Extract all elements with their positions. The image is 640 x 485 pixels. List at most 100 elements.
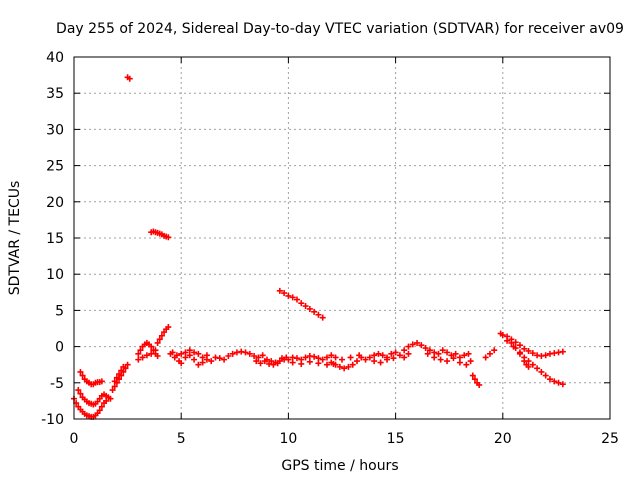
data-point — [371, 352, 378, 359]
data-point — [195, 361, 202, 368]
x-tick-label: 20 — [494, 431, 512, 447]
data-point — [418, 342, 425, 349]
data-point — [169, 349, 176, 356]
data-point — [178, 350, 185, 357]
data-point — [96, 407, 103, 414]
data-point — [328, 352, 335, 359]
data-point — [444, 358, 451, 365]
data-points — [71, 74, 566, 420]
data-point — [332, 354, 339, 361]
data-point — [143, 352, 150, 359]
data-point — [516, 349, 523, 356]
data-point — [199, 359, 206, 366]
data-point — [148, 343, 155, 350]
data-point — [437, 356, 444, 363]
data-point — [156, 336, 163, 343]
y-axis-label: SDTVAR / TECUs — [7, 181, 23, 296]
data-point — [199, 354, 206, 361]
data-point — [336, 363, 343, 370]
data-point — [98, 378, 105, 385]
y-tick-label: 5 — [55, 303, 64, 319]
data-point — [285, 356, 292, 363]
data-point — [77, 368, 84, 375]
data-point — [195, 350, 202, 357]
data-point — [221, 356, 228, 363]
data-point — [103, 397, 110, 404]
data-point — [319, 356, 326, 363]
data-point — [186, 352, 193, 359]
data-point — [405, 343, 412, 350]
y-tick-label: 40 — [46, 50, 64, 66]
data-point — [444, 349, 451, 356]
data-point — [542, 352, 549, 359]
data-point — [510, 343, 517, 350]
y-tick-label: 35 — [46, 86, 64, 102]
data-point — [135, 356, 142, 363]
data-point — [79, 372, 86, 379]
data-point — [471, 376, 478, 383]
data-point — [482, 354, 489, 361]
data-point — [178, 360, 185, 367]
x-tick-label: 15 — [387, 431, 405, 447]
data-point — [431, 354, 438, 361]
data-point — [293, 296, 300, 303]
data-point — [173, 352, 180, 359]
data-point — [424, 350, 431, 357]
data-point — [165, 324, 172, 331]
data-point — [208, 358, 215, 365]
grid-lines — [74, 57, 610, 419]
data-point — [422, 345, 429, 352]
y-tick-label: 20 — [46, 195, 64, 211]
data-point — [285, 292, 292, 299]
x-axis-label: GPS time / hours — [281, 458, 398, 474]
plot-frame — [73, 56, 611, 420]
data-point — [302, 354, 309, 361]
data-point — [154, 353, 161, 360]
data-point — [281, 290, 288, 297]
data-point — [319, 314, 326, 321]
data-point — [152, 347, 159, 354]
data-point — [315, 360, 322, 367]
data-point — [311, 353, 318, 360]
x-tick-label: 5 — [177, 431, 186, 447]
y-tick-label: 15 — [46, 231, 64, 247]
data-point — [461, 352, 468, 359]
data-point — [375, 350, 382, 357]
data-point — [476, 381, 483, 388]
data-point — [529, 361, 536, 368]
data-point — [465, 350, 472, 357]
data-point — [486, 350, 493, 357]
data-point — [251, 353, 258, 360]
data-point — [186, 347, 193, 354]
data-point — [450, 355, 457, 362]
data-point — [362, 356, 369, 363]
y-tick-label: 0 — [55, 340, 64, 356]
y-tick-label: 30 — [46, 122, 64, 138]
data-point — [467, 358, 474, 365]
data-point — [431, 349, 438, 356]
data-point — [555, 379, 562, 386]
data-point — [137, 347, 144, 354]
data-point — [559, 348, 566, 355]
data-point — [148, 350, 155, 357]
data-point — [289, 294, 296, 301]
data-point — [345, 363, 352, 370]
data-point — [409, 341, 416, 348]
data-point — [242, 349, 249, 356]
data-point — [276, 287, 283, 294]
data-point — [113, 374, 120, 381]
data-point — [525, 347, 532, 354]
data-point — [551, 378, 558, 385]
data-point — [77, 390, 84, 397]
data-point — [323, 354, 330, 361]
data-point — [107, 395, 114, 402]
data-point — [377, 359, 384, 366]
data-point — [396, 352, 403, 359]
data-point — [341, 365, 348, 372]
data-point — [165, 234, 172, 241]
data-point — [306, 305, 313, 312]
data-point — [255, 354, 262, 361]
data-point — [401, 354, 408, 361]
data-point — [111, 378, 118, 385]
